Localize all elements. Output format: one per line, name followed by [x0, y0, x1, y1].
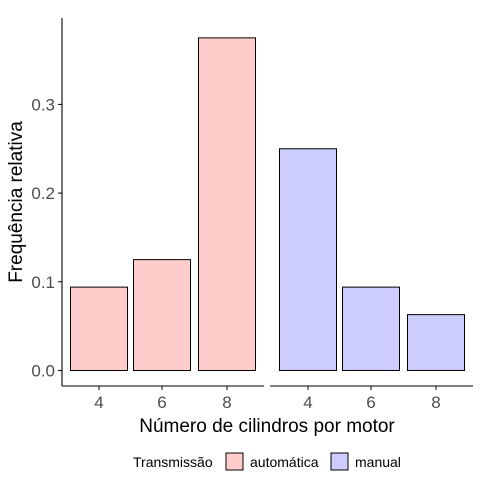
legend-title: Transmissão — [133, 454, 213, 470]
x-axis-title: Número de cilindros por motor — [139, 416, 395, 437]
x-tick-label: 6 — [366, 393, 375, 412]
y-tick-label: 0.3 — [31, 95, 55, 114]
bar — [342, 286, 400, 372]
bar — [70, 286, 128, 372]
bar — [198, 37, 256, 371]
x-tick-label: 8 — [431, 393, 440, 412]
bar — [279, 148, 337, 371]
y-axis: 0.0 0.1 0.2 0.3 — [31, 18, 63, 386]
y-tick-label: 0.2 — [31, 184, 55, 203]
y-tick-label: 0.0 — [31, 362, 55, 381]
legend-label-manual: manual — [355, 454, 401, 470]
y-tick-label: 0.1 — [31, 273, 55, 292]
plot-panels: 4 6 8 4 6 8 — [62, 37, 473, 412]
y-axis-title: Frequência relativa — [6, 121, 27, 283]
x-tick-label: 4 — [94, 393, 103, 412]
legend: Transmissão automática manual — [133, 452, 401, 471]
legend-key-automatica — [225, 452, 244, 471]
panel-automatica: 4 6 8 — [62, 37, 264, 412]
x-tick-label: 6 — [157, 393, 166, 412]
bar — [133, 259, 191, 371]
x-tick-label: 8 — [222, 393, 231, 412]
panel-manual: 4 6 8 — [270, 148, 473, 412]
x-tick-label: 4 — [303, 393, 312, 412]
bar — [407, 314, 465, 371]
legend-label-automatica: automática — [250, 454, 319, 470]
legend-key-manual — [330, 452, 349, 471]
